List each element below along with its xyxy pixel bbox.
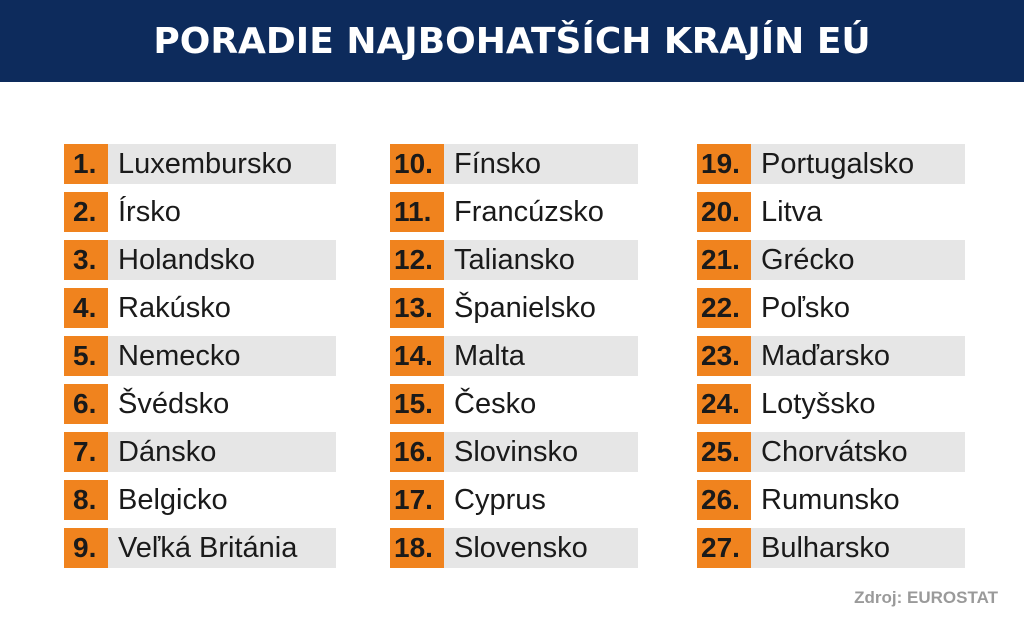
rank-number: 9. xyxy=(64,528,108,568)
ranking-row: 26. Rumunsko xyxy=(697,480,965,520)
country-name: Cyprus xyxy=(454,484,546,516)
ranking-row: 21. Grécko xyxy=(697,240,965,280)
ranking-row: 4. Rakúsko xyxy=(64,288,336,328)
country-name: Poľsko xyxy=(761,292,851,324)
rank-number: 12. xyxy=(390,240,444,280)
country-name: Veľká Británia xyxy=(108,528,336,568)
rank-number: 25. xyxy=(697,432,751,472)
country-name: Chorvátsko xyxy=(751,432,965,472)
country-name: Slovensko xyxy=(444,528,638,568)
ranking-row: 13. Španielsko xyxy=(390,288,638,328)
ranking-row: 18. Slovensko xyxy=(390,528,638,568)
rank-number: 24. xyxy=(697,384,751,424)
rank-number: 10. xyxy=(390,144,444,184)
ranking-row: 9. Veľká Británia xyxy=(64,528,336,568)
country-name: Francúzsko xyxy=(454,196,604,228)
rank-number: 16. xyxy=(390,432,444,472)
ranking-column-3: 19. Portugalsko 20. Litva 21. Grécko 22. Poľ… xyxy=(697,144,965,576)
ranking-row: 22. Poľsko xyxy=(697,288,965,328)
ranking-row: 6. Švédsko xyxy=(64,384,336,424)
rank-number: 13. xyxy=(390,288,444,328)
country-name: Malta xyxy=(444,336,638,376)
country-name: Taliansko xyxy=(444,240,638,280)
ranking-row: 1. Luxembursko xyxy=(64,144,336,184)
rank-number: 17. xyxy=(390,480,444,520)
rank-number: 19. xyxy=(697,144,751,184)
ranking-row: 16. Slovinsko xyxy=(390,432,638,472)
rank-number: 7. xyxy=(64,432,108,472)
rank-number: 2. xyxy=(64,192,108,232)
ranking-row: 11. Francúzsko xyxy=(390,192,638,232)
rank-number: 22. xyxy=(697,288,751,328)
rank-number: 18. xyxy=(390,528,444,568)
ranking-row: 5. Nemecko xyxy=(64,336,336,376)
country-name: Nemecko xyxy=(108,336,336,376)
country-name: Litva xyxy=(761,196,823,228)
country-name: Lotyšsko xyxy=(761,388,876,420)
country-name: Grécko xyxy=(751,240,965,280)
source-credit: Zdroj: EUROSTAT xyxy=(854,588,998,607)
rank-number: 6. xyxy=(64,384,108,424)
ranking-row: 7. Dánsko xyxy=(64,432,336,472)
country-name: Fínsko xyxy=(444,144,638,184)
country-name: Bulharsko xyxy=(751,528,965,568)
rank-number: 1. xyxy=(64,144,108,184)
country-name: Slovinsko xyxy=(444,432,638,472)
ranking-row: 2. Írsko xyxy=(64,192,336,232)
country-name: Švédsko xyxy=(118,388,230,420)
ranking-row: 20. Litva xyxy=(697,192,965,232)
rank-number: 26. xyxy=(697,480,751,520)
header-banner: PORADIE NAJBOHATŠÍCH KRAJÍN EÚ xyxy=(0,0,1024,82)
country-name: Holandsko xyxy=(108,240,336,280)
rank-number: 20. xyxy=(697,192,751,232)
ranking-row: 17. Cyprus xyxy=(390,480,638,520)
country-name: Portugalsko xyxy=(751,144,965,184)
ranking-row: 8. Belgicko xyxy=(64,480,336,520)
rank-number: 21. xyxy=(697,240,751,280)
ranking-row: 10. Fínsko xyxy=(390,144,638,184)
rank-number: 14. xyxy=(390,336,444,376)
ranking-row: 23. Maďarsko xyxy=(697,336,965,376)
page-title: PORADIE NAJBOHATŠÍCH KRAJÍN EÚ xyxy=(153,20,871,62)
rank-number: 4. xyxy=(64,288,108,328)
country-name: Luxembursko xyxy=(108,144,336,184)
ranking-row: 3. Holandsko xyxy=(64,240,336,280)
rank-number: 11. xyxy=(390,192,444,232)
rank-number: 27. xyxy=(697,528,751,568)
country-name: Dánsko xyxy=(108,432,336,472)
country-name: Belgicko xyxy=(118,484,228,516)
ranking-row: 24. Lotyšsko xyxy=(697,384,965,424)
country-name: Španielsko xyxy=(454,292,596,324)
rank-number: 23. xyxy=(697,336,751,376)
ranking-row: 27. Bulharsko xyxy=(697,528,965,568)
country-name: Maďarsko xyxy=(751,336,965,376)
ranking-row: 12. Taliansko xyxy=(390,240,638,280)
ranking-column-1: 1. Luxembursko 2. Írsko 3. Holandsko 4. Rakú… xyxy=(64,144,336,576)
rank-number: 3. xyxy=(64,240,108,280)
rank-number: 8. xyxy=(64,480,108,520)
ranking-row: 25. Chorvátsko xyxy=(697,432,965,472)
country-name: Rakúsko xyxy=(118,292,231,324)
country-name: Česko xyxy=(454,388,537,420)
country-name: Rumunsko xyxy=(761,484,900,516)
rank-number: 15. xyxy=(390,384,444,424)
rank-number: 5. xyxy=(64,336,108,376)
ranking-row: 15. Česko xyxy=(390,384,638,424)
ranking-column-2: 10. Fínsko 11. Francúzsko 12. Taliansko 13.… xyxy=(390,144,638,576)
ranking-row: 19. Portugalsko xyxy=(697,144,965,184)
country-name: Írsko xyxy=(118,196,181,228)
ranking-row: 14. Malta xyxy=(390,336,638,376)
